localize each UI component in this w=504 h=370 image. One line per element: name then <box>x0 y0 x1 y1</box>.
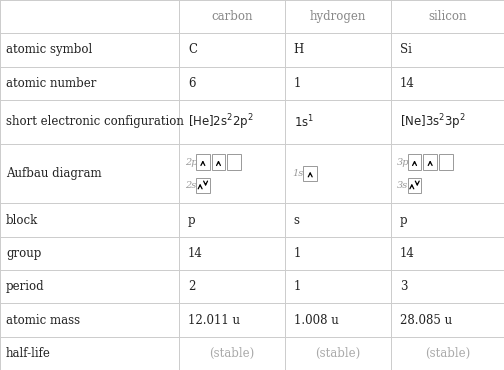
Text: H: H <box>294 44 304 57</box>
Text: short electronic configuration: short electronic configuration <box>6 115 184 128</box>
Text: carbon: carbon <box>211 10 253 23</box>
Text: (stable): (stable) <box>425 347 470 360</box>
Text: (stable): (stable) <box>315 347 360 360</box>
Text: period: period <box>6 280 45 293</box>
Text: silicon: silicon <box>428 10 467 23</box>
Bar <box>196 178 210 193</box>
Text: 6: 6 <box>188 77 196 90</box>
Text: 3: 3 <box>400 280 407 293</box>
Text: $\mathregular{1s^{1}}$: $\mathregular{1s^{1}}$ <box>294 114 314 130</box>
Text: 28.085 u: 28.085 u <box>400 313 452 326</box>
Text: 1s: 1s <box>292 169 303 178</box>
Bar <box>408 178 421 193</box>
Text: 1: 1 <box>294 280 301 293</box>
Text: 2: 2 <box>188 280 196 293</box>
Text: C: C <box>188 44 197 57</box>
Text: block: block <box>6 213 38 226</box>
Text: half-life: half-life <box>6 347 51 360</box>
Text: Si: Si <box>400 44 412 57</box>
Text: $\mathregular{[Ne]3s^{2}3p^{2}}$: $\mathregular{[Ne]3s^{2}3p^{2}}$ <box>400 112 466 132</box>
Text: atomic number: atomic number <box>6 77 96 90</box>
Text: group: group <box>6 247 41 260</box>
Bar <box>439 154 453 170</box>
Text: hydrogen: hydrogen <box>309 10 366 23</box>
Text: atomic symbol: atomic symbol <box>6 44 92 57</box>
Text: $\mathregular{[He]2s^{2}2p^{2}}$: $\mathregular{[He]2s^{2}2p^{2}}$ <box>188 112 254 132</box>
Bar <box>196 154 210 170</box>
Text: atomic mass: atomic mass <box>6 313 80 326</box>
Text: (stable): (stable) <box>209 347 255 360</box>
Text: 12.011 u: 12.011 u <box>188 313 240 326</box>
Text: 14: 14 <box>400 77 415 90</box>
Bar <box>303 166 317 181</box>
Text: 14: 14 <box>188 247 203 260</box>
Text: s: s <box>294 213 300 226</box>
Text: 14: 14 <box>400 247 415 260</box>
Text: Aufbau diagram: Aufbau diagram <box>6 167 102 180</box>
Bar <box>227 154 241 170</box>
Bar <box>408 154 421 170</box>
Text: p: p <box>400 213 407 226</box>
Bar <box>423 154 437 170</box>
Text: 1: 1 <box>294 77 301 90</box>
Bar <box>212 154 225 170</box>
Text: 3s: 3s <box>397 181 408 190</box>
Text: p: p <box>188 213 196 226</box>
Text: 3p: 3p <box>397 158 409 166</box>
Text: 2p: 2p <box>185 158 198 166</box>
Text: 1: 1 <box>294 247 301 260</box>
Text: 1.008 u: 1.008 u <box>294 313 339 326</box>
Text: 2s: 2s <box>185 181 196 190</box>
